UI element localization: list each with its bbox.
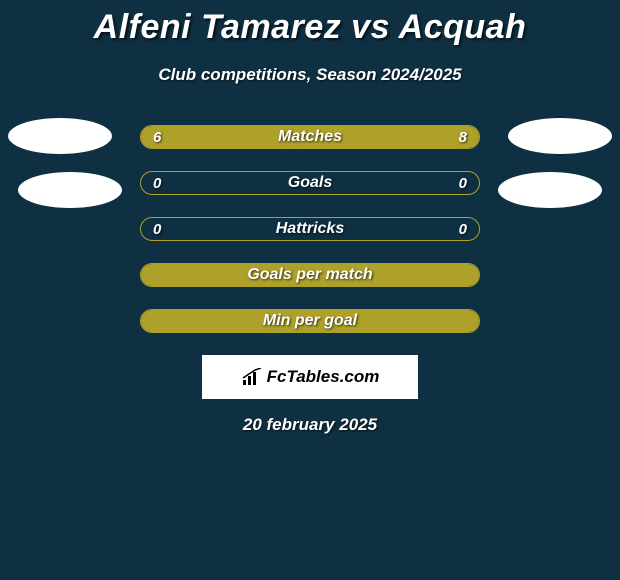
stat-row-goals: 0 Goals 0 xyxy=(140,171,480,195)
stat-row-goals-per-match: Goals per match xyxy=(140,263,480,287)
stat-value-right: 0 xyxy=(459,175,467,192)
stat-label: Goals xyxy=(141,174,479,192)
player-avatar-left-1 xyxy=(8,118,112,154)
chart-icon xyxy=(241,368,263,386)
date-text: 20 february 2025 xyxy=(0,415,620,435)
logo-label: FcTables.com xyxy=(267,367,380,387)
stat-row-hattricks: 0 Hattricks 0 xyxy=(140,217,480,241)
stat-row-matches: 6 Matches 8 xyxy=(140,125,480,149)
stat-value-right: 0 xyxy=(459,221,467,238)
logo-text: FcTables.com xyxy=(241,367,380,387)
logo-box[interactable]: FcTables.com xyxy=(202,355,418,399)
stat-label: Goals per match xyxy=(141,266,479,284)
stat-value-right: 8 xyxy=(459,129,467,146)
stat-label: Min per goal xyxy=(141,312,479,330)
page-title: Alfeni Tamarez vs Acquah xyxy=(0,0,620,47)
subtitle: Club competitions, Season 2024/2025 xyxy=(0,65,620,85)
team-logo-right xyxy=(498,172,602,208)
stats-container: 6 Matches 8 0 Goals 0 0 Hattricks 0 Goal… xyxy=(140,125,480,333)
team-logo-left xyxy=(18,172,122,208)
stat-label: Matches xyxy=(141,128,479,146)
stat-row-min-per-goal: Min per goal xyxy=(140,309,480,333)
stat-label: Hattricks xyxy=(141,220,479,238)
player-avatar-right-1 xyxy=(508,118,612,154)
